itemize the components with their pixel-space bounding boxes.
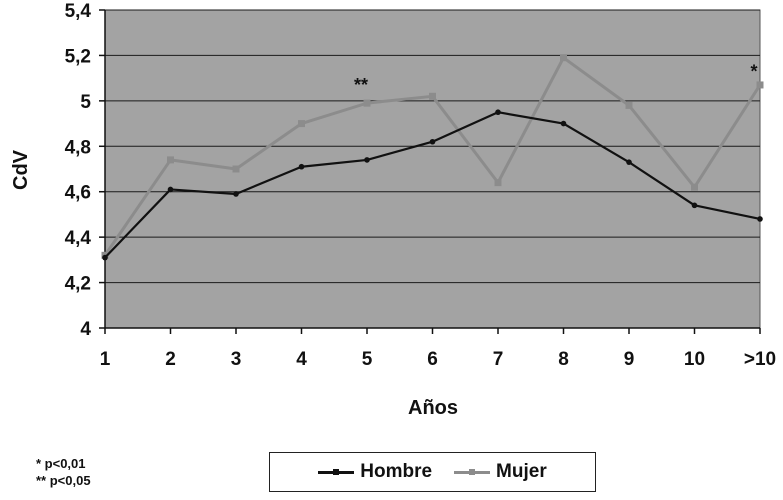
annotations: *** — [354, 62, 758, 96]
axes — [104, 10, 761, 334]
data-point-hombre — [626, 159, 632, 165]
footnote-p005: ** p<0,05 — [36, 473, 91, 488]
legend-swatch-mujer — [454, 468, 491, 475]
data-point-hombre — [233, 191, 239, 197]
data-point-hombre — [364, 157, 370, 163]
legend-swatch-hombre — [318, 468, 355, 475]
y-tick-label: 4 — [80, 319, 91, 340]
data-point-mujer — [429, 92, 436, 100]
data-point-mujer — [494, 179, 502, 187]
x-tick-label: 2 — [165, 349, 176, 370]
data-point-hombre — [429, 138, 436, 145]
x-tick-label: 6 — [427, 349, 438, 370]
line-chart: 44,24,44,64,855,25,4 1 2 3 4 5 6 7 8 9 10 >10 *** … — [10, 1, 776, 419]
significance-annotation: * — [750, 62, 757, 82]
y-tick-labels: 4 4,2 4,4 4,6 4,8 5 5,2 5,4 — [65, 1, 92, 340]
data-point-hombre — [102, 254, 108, 261]
legend-label-mujer: Mujer — [496, 461, 547, 482]
x-tick-label: 7 — [493, 349, 504, 370]
x-tick-label: 1 — [100, 349, 111, 370]
y-tick-label: 4,8 — [65, 137, 91, 158]
data-point-mujer — [167, 156, 174, 164]
y-tick-label: 4,2 — [65, 274, 91, 295]
legend-label-hombre: Hombre — [360, 461, 433, 482]
x-tick-label: >10 — [744, 349, 776, 370]
data-point-hombre — [495, 109, 501, 116]
x-tick-label: 4 — [296, 349, 307, 370]
series-group — [101, 54, 764, 261]
x-tick-labels: 1 2 3 4 5 6 7 8 9 10 >10 — [100, 349, 776, 370]
x-tick-label: 8 — [558, 349, 569, 370]
y-tick-label: 4,4 — [65, 228, 92, 249]
data-point-hombre — [298, 163, 305, 170]
data-point-mujer — [560, 54, 567, 62]
y-axis-title: CdV — [10, 149, 32, 190]
legend-item-mujer: Mujer — [454, 461, 547, 483]
significance-annotation: ** — [354, 75, 368, 95]
x-tick-label: 3 — [231, 349, 242, 370]
x-tick-label: 5 — [362, 349, 373, 370]
data-point-mujer — [691, 183, 698, 191]
plot-area — [104, 9, 761, 329]
data-point-mujer — [625, 101, 633, 109]
data-point-mujer — [363, 99, 371, 107]
data-point-hombre — [167, 186, 174, 193]
data-point-mujer — [232, 165, 240, 173]
legend: Hombre Mujer — [269, 452, 596, 492]
x-tick-label: 9 — [624, 349, 635, 370]
data-point-hombre — [560, 120, 567, 127]
data-point-hombre — [757, 216, 763, 222]
data-point-mujer — [298, 120, 305, 128]
x-tick-label: 10 — [684, 349, 705, 370]
y-tick-label: 4,6 — [65, 183, 91, 204]
legend-item-hombre: Hombre — [318, 461, 432, 483]
y-tick-label: 5,4 — [65, 1, 92, 22]
data-point-mujer — [756, 81, 764, 89]
footnote-p001: * p<0,01 — [36, 456, 86, 471]
y-tick-label: 5,2 — [65, 46, 91, 67]
x-axis-title: Años — [408, 397, 458, 419]
y-tick-label: 5 — [80, 92, 91, 113]
data-point-hombre — [691, 202, 698, 209]
